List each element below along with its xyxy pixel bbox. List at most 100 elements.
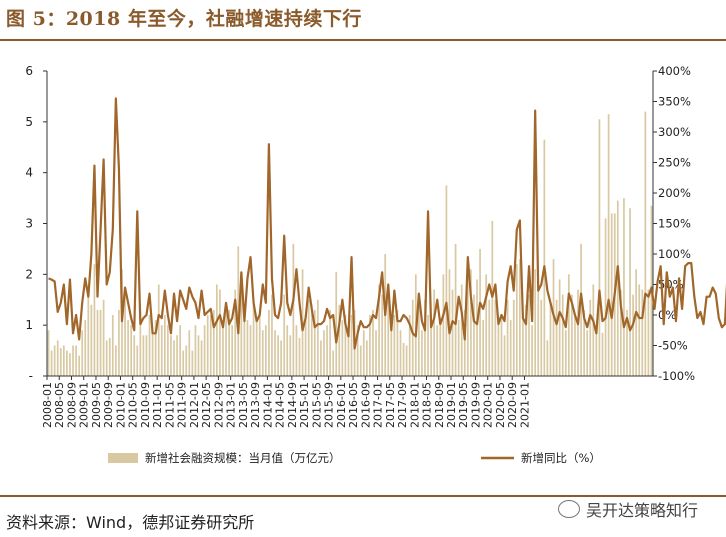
bar [59, 348, 62, 376]
bar [488, 299, 491, 376]
bar [445, 185, 448, 377]
bar [635, 269, 638, 376]
bar [512, 299, 515, 376]
bar [365, 340, 368, 376]
y-right-tick-label: 250% [658, 156, 691, 170]
legend-line-label: 新增同比（%） [521, 451, 601, 465]
bar [295, 325, 298, 376]
bar [537, 284, 540, 376]
bar [381, 294, 383, 376]
bar [111, 315, 114, 376]
bar [405, 345, 408, 376]
bar [151, 330, 154, 376]
y-right-tick-label: -100% [658, 369, 695, 383]
bar [442, 274, 445, 376]
bar [430, 315, 432, 376]
bar [369, 315, 371, 376]
bar [359, 345, 362, 376]
x-tick-label: 2020-09 [506, 382, 519, 428]
bar [240, 284, 243, 376]
bar [307, 299, 310, 376]
x-tick-label: 2020-01 [482, 382, 495, 428]
watermark-text: 吴开达策略知行 [585, 501, 698, 520]
bar [528, 294, 530, 376]
bar [268, 309, 270, 376]
bar [347, 330, 350, 376]
x-tick-label: 2012-01 [188, 382, 201, 428]
x-tick-label: 2013-05 [237, 382, 250, 428]
x-tick-label: 2016-09 [359, 382, 372, 428]
bar [577, 289, 579, 376]
bar [463, 309, 466, 376]
bar [601, 332, 604, 376]
bar [460, 284, 463, 376]
x-tick-label: 2021-01 [518, 382, 531, 428]
bar [546, 340, 549, 376]
line-series [48, 97, 726, 350]
bar [390, 320, 393, 376]
bar [105, 340, 108, 376]
bar [362, 330, 365, 376]
bar [320, 340, 322, 376]
bar [451, 289, 454, 376]
bar [350, 315, 353, 376]
bar [616, 200, 619, 376]
bar [209, 315, 212, 376]
title-rule [0, 39, 726, 41]
y-left-tick-label: 2 [25, 267, 33, 281]
figure-title: 图 5：2018 年至今，社融增速持续下行 [6, 8, 362, 30]
bar [598, 119, 601, 376]
bar [219, 289, 221, 376]
x-tick-label: 2017-05 [384, 382, 397, 428]
y-right-tick-label: 50% [658, 278, 684, 292]
bar [167, 325, 169, 376]
x-tick-label: 2010-09 [139, 382, 152, 428]
bar [485, 274, 488, 376]
axes: - 1 2 3 4 5 6 -100% -50% 0% 50% 100% 150% 200% 250% 300… [25, 64, 695, 428]
x-tick-label: 2017-01 [372, 382, 385, 428]
bar [561, 294, 564, 376]
watermark: 吴开达策略知行 [557, 497, 698, 521]
bar [237, 246, 240, 377]
x-tick-label: 2010-05 [127, 382, 140, 428]
x-tick-label: 2014-05 [274, 382, 287, 428]
bar [66, 350, 68, 376]
x-tick-label: 2012-05 [200, 382, 213, 428]
chart: - 1 2 3 4 5 6 -100% -50% 0% 50% 100% 150% 200% 250% 300… [25, 64, 726, 465]
bar [163, 315, 166, 376]
bar [130, 325, 133, 376]
bar [252, 299, 255, 376]
bar [604, 218, 607, 376]
bar [534, 269, 537, 376]
bar [433, 289, 436, 376]
y-left-tick-label: 4 [25, 166, 33, 180]
bar [170, 335, 172, 376]
bar [372, 309, 374, 376]
bar [145, 335, 148, 376]
bar [549, 304, 552, 376]
bar [118, 309, 120, 376]
bar [133, 335, 136, 376]
bar [75, 345, 77, 376]
bar [408, 315, 411, 376]
bar [93, 264, 96, 376]
bar [332, 350, 335, 376]
bar [185, 345, 188, 376]
bar [127, 320, 129, 376]
bar [580, 243, 582, 376]
bar [473, 294, 475, 376]
x-tick-label: 2019-09 [469, 382, 482, 428]
bar [555, 299, 558, 376]
bar [200, 340, 203, 376]
bar [399, 330, 402, 376]
bar [418, 304, 420, 376]
wechat-icon [557, 500, 580, 518]
x-tick-label: 2019-01 [445, 382, 458, 428]
bar [277, 335, 279, 376]
bar [47, 330, 50, 376]
x-tick-label: 2020-05 [494, 382, 507, 428]
bar [626, 309, 628, 376]
x-tick-label: 2010-01 [114, 382, 127, 428]
bar [228, 309, 230, 376]
bar [222, 320, 224, 376]
